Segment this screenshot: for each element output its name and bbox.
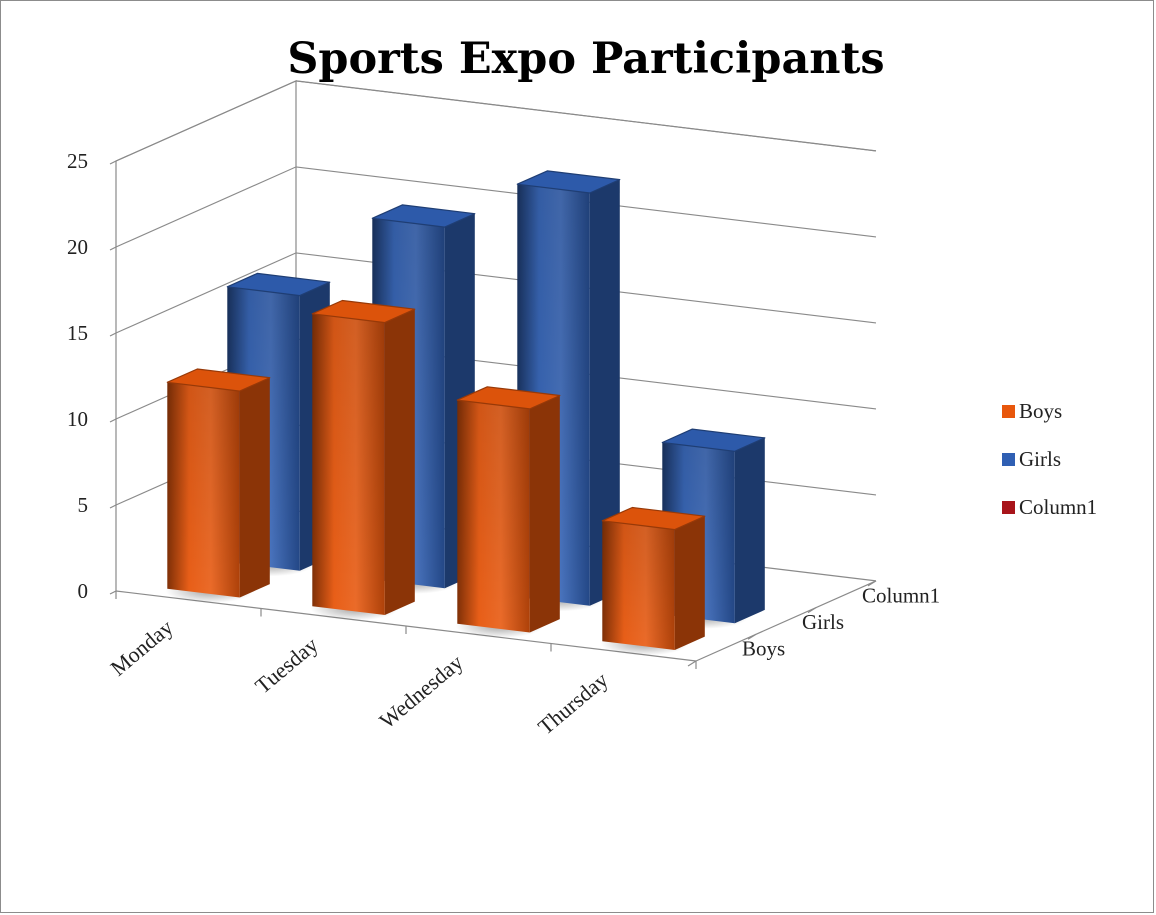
category-label: Monday: [105, 614, 177, 680]
depth-axis-label: Column1: [862, 583, 940, 607]
y-axis-tick-label: 10: [67, 407, 88, 431]
bar-boys-monday: [165, 368, 271, 604]
legend-swatch: [1002, 453, 1015, 466]
legend-swatch: [1002, 501, 1015, 514]
legend-item-boys: Boys: [1002, 399, 1062, 423]
y-axis-tick-labels: 0 5 10 15 20 25: [67, 149, 88, 603]
legend: Boys Girls Column1: [1002, 399, 1097, 519]
y-axis-tick-label: 5: [78, 493, 89, 517]
bar-boys-tuesday: [310, 299, 416, 621]
y-axis-tick-label: 20: [67, 235, 88, 259]
category-label: Thursday: [533, 667, 613, 740]
y-axis-tick-label: 25: [67, 149, 88, 173]
y-axis-tick: [109, 246, 117, 251]
depth-tick: [747, 633, 757, 640]
chart-title: Sports Expo Participants: [287, 34, 884, 84]
legend-label: Girls: [1019, 447, 1061, 471]
y-axis-tick: [109, 504, 117, 509]
depth-axis-label: Boys: [742, 637, 785, 661]
depth-axis-line: [695, 580, 877, 662]
gridline: [115, 252, 877, 334]
depth-axis-labels: Boys Girls Column1: [742, 583, 940, 660]
depth-axis-label: Girls: [802, 610, 844, 634]
bar-boys-thursday: [600, 506, 706, 656]
legend-swatch: [1002, 405, 1015, 418]
depth-tick: [867, 580, 877, 587]
legend-item-girls: Girls: [1002, 447, 1061, 471]
y-axis-tick: [109, 332, 117, 337]
y-axis-tick-label: 0: [78, 579, 89, 603]
bar-boys-wednesday: [455, 386, 561, 639]
y-axis-tick: [109, 418, 117, 423]
gridline: [115, 80, 877, 162]
y-axis-tick: [109, 160, 117, 165]
y-axis-tick-label: 15: [67, 321, 88, 345]
bars: [165, 170, 766, 656]
category-label: Tuesday: [250, 632, 323, 699]
depth-tick: [687, 660, 697, 667]
legend-item-column1: Column1: [1002, 495, 1097, 519]
category-label: Wednesday: [374, 649, 467, 733]
legend-label: Column1: [1019, 495, 1097, 519]
depth-tick: [807, 607, 817, 614]
y-axis-tick: [109, 590, 117, 595]
category-axis-labels: Monday Tuesday Wednesday Thursday: [105, 614, 612, 739]
legend-label: Boys: [1019, 399, 1062, 423]
gridline: [115, 166, 877, 248]
